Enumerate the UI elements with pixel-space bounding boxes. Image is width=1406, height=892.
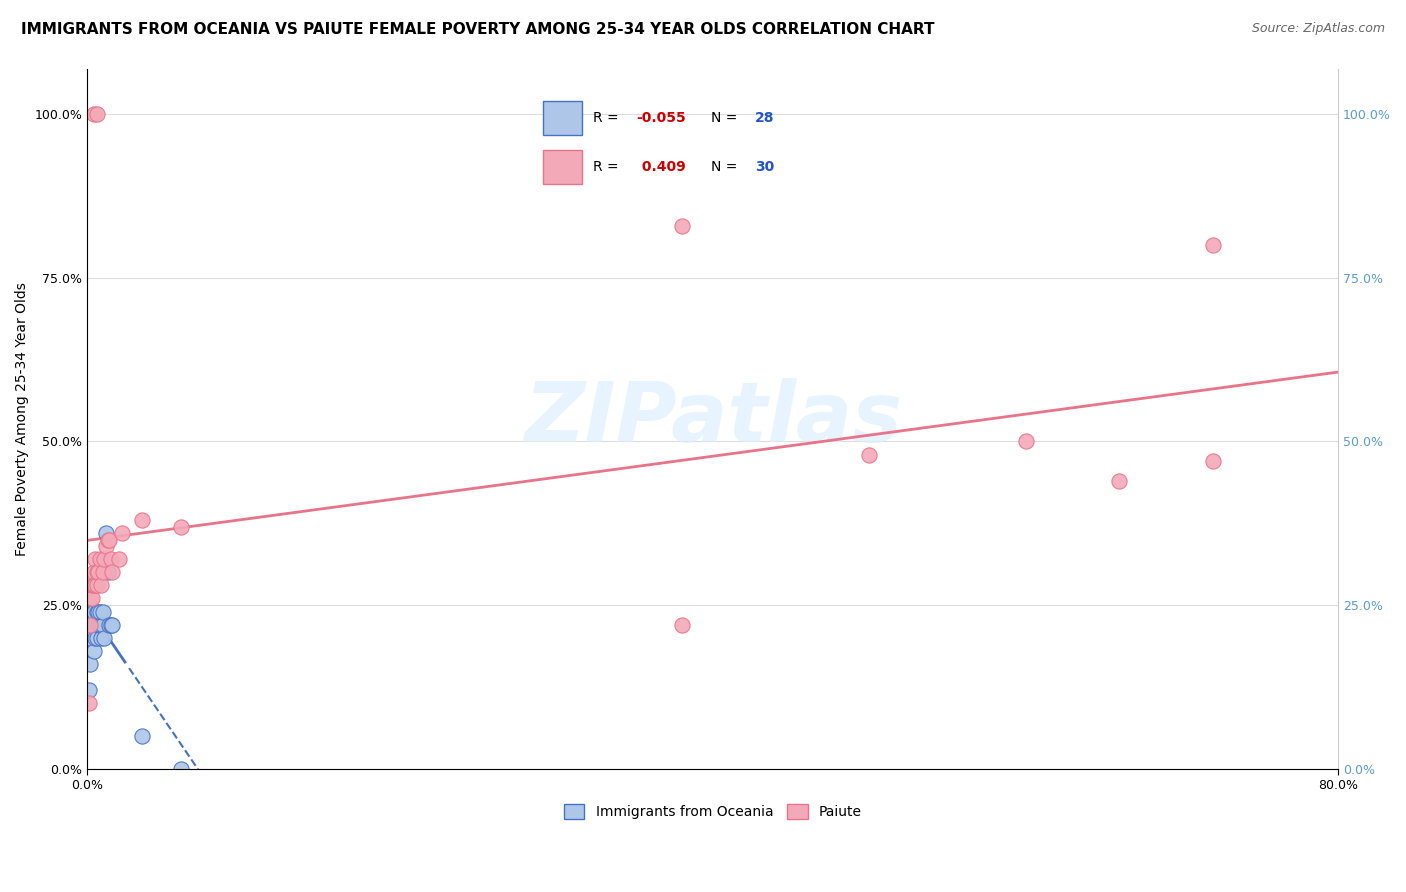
Point — [86, 631, 108, 645]
Point — [84, 552, 107, 566]
Point — [93, 566, 115, 580]
Text: ZIPatlas: ZIPatlas — [524, 378, 901, 459]
Point — [87, 617, 110, 632]
Point — [80, 605, 103, 619]
Point — [89, 617, 111, 632]
Point — [87, 605, 110, 619]
Point — [83, 566, 105, 580]
Point — [86, 578, 108, 592]
Text: IMMIGRANTS FROM OCEANIA VS PAIUTE FEMALE POVERTY AMONG 25-34 YEAR OLDS CORRELATI: IMMIGRANTS FROM OCEANIA VS PAIUTE FEMALE… — [21, 22, 935, 37]
Point — [1108, 474, 1130, 488]
Point — [93, 631, 115, 645]
Point — [93, 552, 115, 566]
Point — [94, 526, 117, 541]
Point — [84, 617, 107, 632]
Point — [1202, 454, 1225, 468]
Point — [98, 533, 121, 547]
Point — [100, 552, 122, 566]
Point — [90, 617, 112, 632]
Point — [86, 605, 108, 619]
Point — [1202, 238, 1225, 252]
Point — [91, 566, 114, 580]
Point — [83, 644, 105, 658]
Point — [107, 552, 129, 566]
Point — [94, 539, 117, 553]
Point — [90, 631, 112, 645]
Point — [170, 519, 193, 533]
Point — [100, 617, 122, 632]
Point — [671, 617, 693, 632]
Point — [77, 683, 100, 698]
Point — [83, 107, 105, 121]
Point — [89, 552, 111, 566]
Point — [97, 533, 120, 547]
Point — [83, 605, 105, 619]
Y-axis label: Female Poverty Among 25-34 Year Olds: Female Poverty Among 25-34 Year Olds — [15, 282, 30, 556]
Point — [671, 219, 693, 233]
Point — [111, 526, 134, 541]
Point — [79, 631, 101, 645]
Point — [77, 696, 100, 710]
Text: Source: ZipAtlas.com: Source: ZipAtlas.com — [1251, 22, 1385, 36]
Point — [80, 617, 103, 632]
Point — [91, 617, 114, 632]
Point — [131, 513, 153, 527]
Point — [101, 617, 124, 632]
Point — [170, 762, 193, 776]
Point — [97, 566, 120, 580]
Point — [90, 578, 112, 592]
Point — [79, 591, 101, 606]
Point — [87, 566, 110, 580]
Point — [86, 566, 108, 580]
Point — [98, 617, 121, 632]
Point — [131, 729, 153, 743]
Point — [101, 566, 124, 580]
Legend: Immigrants from Oceania, Paiute: Immigrants from Oceania, Paiute — [558, 798, 868, 825]
Point — [1014, 434, 1036, 449]
Point — [83, 578, 105, 592]
Point — [79, 657, 101, 671]
Point — [84, 631, 107, 645]
Point — [84, 578, 107, 592]
Point — [91, 605, 114, 619]
Point — [89, 605, 111, 619]
Point — [79, 617, 101, 632]
Point — [858, 448, 880, 462]
Point — [80, 591, 103, 606]
Point — [80, 578, 103, 592]
Point — [86, 107, 108, 121]
